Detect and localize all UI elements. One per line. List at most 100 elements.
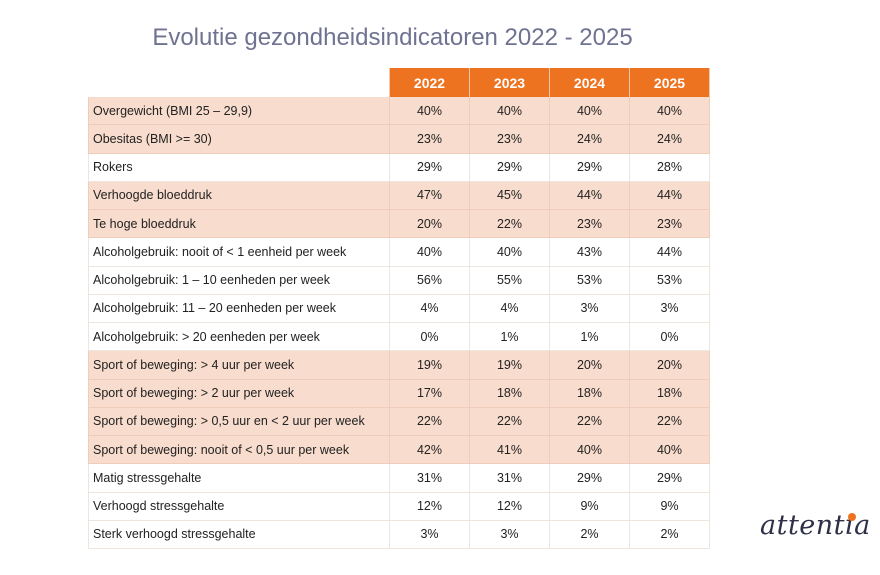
- value-cell-2023: 18%: [469, 379, 550, 408]
- table-row: Te hoge bloeddruk 20% 22% 23% 23%: [88, 209, 710, 239]
- table-row: Alcoholgebruik: 11 – 20 eenheden per wee…: [88, 294, 710, 324]
- table-row: Alcoholgebruik: nooit of < 1 eenheid per…: [88, 237, 710, 267]
- value-cell-2024: 22%: [549, 407, 630, 437]
- row-label: Alcoholgebruik: 1 – 10 eenheden per week: [88, 266, 390, 295]
- row-label: Alcoholgebruik: > 20 eenheden per week: [88, 322, 390, 352]
- value-cell-2025: 23%: [629, 209, 710, 239]
- column-header-2024: 2024: [549, 68, 630, 97]
- value-cell-2023: 4%: [469, 294, 550, 324]
- value-cell-2022: 40%: [389, 237, 470, 267]
- value-cell-2022: 40%: [389, 97, 470, 126]
- value-cell-2024: 2%: [549, 520, 630, 550]
- row-label: Verhoogde bloeddruk: [88, 181, 390, 211]
- row-label: Sterk verhoogd stressgehalte: [88, 520, 390, 550]
- table-row: Sport of beweging: > 0,5 uur en < 2 uur …: [88, 407, 710, 437]
- value-cell-2024: 29%: [549, 463, 630, 493]
- value-cell-2022: 20%: [389, 209, 470, 239]
- row-label: Te hoge bloeddruk: [88, 209, 390, 239]
- value-cell-2024: 40%: [549, 97, 630, 126]
- value-cell-2024: 3%: [549, 294, 630, 324]
- value-cell-2025: 22%: [629, 407, 710, 437]
- value-cell-2024: 40%: [549, 435, 630, 465]
- value-cell-2025: 24%: [629, 124, 710, 154]
- row-label: Obesitas (BMI >= 30): [88, 124, 390, 154]
- value-cell-2022: 22%: [389, 407, 470, 437]
- value-cell-2022: 19%: [389, 350, 470, 380]
- table-row: Sport of beweging: > 2 uur per week 17% 18…: [88, 379, 710, 408]
- column-header-2022: 2022: [389, 68, 470, 97]
- value-cell-2025: 44%: [629, 181, 710, 211]
- table-row: Alcoholgebruik: > 20 eenheden per week 0%…: [88, 322, 710, 352]
- logo-dot-icon: [848, 513, 856, 521]
- value-cell-2025: 44%: [629, 237, 710, 267]
- value-cell-2024: 24%: [549, 124, 630, 154]
- value-cell-2023: 22%: [469, 209, 550, 239]
- value-cell-2022: 31%: [389, 463, 470, 493]
- value-cell-2023: 55%: [469, 266, 550, 295]
- column-header-2025: 2025: [629, 68, 710, 97]
- value-cell-2023: 22%: [469, 407, 550, 437]
- row-label: Sport of beweging: > 0,5 uur en < 2 uur …: [88, 407, 390, 437]
- value-cell-2024: 44%: [549, 181, 630, 211]
- value-cell-2024: 1%: [549, 322, 630, 352]
- row-label: Verhoogd stressgehalte: [88, 492, 390, 521]
- value-cell-2025: 53%: [629, 266, 710, 295]
- value-cell-2025: 40%: [629, 435, 710, 465]
- value-cell-2024: 9%: [549, 492, 630, 521]
- table-row: Rokers 29% 29% 29% 28%: [88, 153, 710, 182]
- row-label: Overgewicht (BMI 25 – 29,9): [88, 97, 390, 126]
- value-cell-2022: 17%: [389, 379, 470, 408]
- value-cell-2025: 0%: [629, 322, 710, 352]
- value-cell-2023: 40%: [469, 97, 550, 126]
- table-row: Sport of beweging: nooit of < 0,5 uur pe…: [88, 435, 710, 465]
- value-cell-2025: 28%: [629, 153, 710, 182]
- value-cell-2023: 3%: [469, 520, 550, 550]
- row-label: Rokers: [88, 153, 390, 182]
- value-cell-2025: 9%: [629, 492, 710, 521]
- row-label: Matig stressgehalte: [88, 463, 390, 493]
- value-cell-2022: 0%: [389, 322, 470, 352]
- value-cell-2024: 23%: [549, 209, 630, 239]
- table-row: Sterk verhoogd stressgehalte 3% 3% 2% 2%: [88, 520, 710, 550]
- table-row: Verhoogd stressgehalte 12% 12% 9% 9%: [88, 492, 710, 521]
- page-title: Evolutie gezondheidsindicatoren 2022 - 2…: [152, 24, 633, 51]
- table-row: Verhoogde bloeddruk 47% 45% 44% 44%: [88, 181, 710, 211]
- value-cell-2025: 18%: [629, 379, 710, 408]
- value-cell-2023: 12%: [469, 492, 550, 521]
- value-cell-2025: 2%: [629, 520, 710, 550]
- row-label: Sport of beweging: > 2 uur per week: [88, 379, 390, 408]
- value-cell-2022: 29%: [389, 153, 470, 182]
- value-cell-2025: 29%: [629, 463, 710, 493]
- value-cell-2024: 43%: [549, 237, 630, 267]
- value-cell-2024: 18%: [549, 379, 630, 408]
- value-cell-2024: 53%: [549, 266, 630, 295]
- header-blank-cell: [88, 68, 390, 97]
- table-row: Alcoholgebruik: 1 – 10 eenheden per week…: [88, 266, 710, 295]
- value-cell-2023: 1%: [469, 322, 550, 352]
- value-cell-2023: 40%: [469, 237, 550, 267]
- value-cell-2022: 3%: [389, 520, 470, 550]
- value-cell-2025: 20%: [629, 350, 710, 380]
- value-cell-2022: 12%: [389, 492, 470, 521]
- value-cell-2025: 3%: [629, 294, 710, 324]
- value-cell-2024: 29%: [549, 153, 630, 182]
- table-header-row: 2022 2023 2024 2025: [88, 68, 710, 97]
- value-cell-2024: 20%: [549, 350, 630, 380]
- value-cell-2023: 19%: [469, 350, 550, 380]
- value-cell-2022: 42%: [389, 435, 470, 465]
- value-cell-2022: 4%: [389, 294, 470, 324]
- value-cell-2023: 31%: [469, 463, 550, 493]
- value-cell-2023: 29%: [469, 153, 550, 182]
- value-cell-2022: 47%: [389, 181, 470, 211]
- value-cell-2022: 56%: [389, 266, 470, 295]
- row-label: Alcoholgebruik: nooit of < 1 eenheid per…: [88, 237, 390, 267]
- value-cell-2022: 23%: [389, 124, 470, 154]
- table-row: Sport of beweging: > 4 uur per week 19% 19…: [88, 350, 710, 380]
- table-row: Obesitas (BMI >= 30) 23% 23% 24% 24%: [88, 124, 710, 154]
- value-cell-2023: 45%: [469, 181, 550, 211]
- value-cell-2023: 41%: [469, 435, 550, 465]
- value-cell-2023: 23%: [469, 124, 550, 154]
- indicators-table: 2022 2023 2024 2025 Overgewicht (BMI 25 – 2…: [88, 68, 710, 550]
- table-row: Matig stressgehalte 31% 31% 29% 29%: [88, 463, 710, 493]
- table-row: Overgewicht (BMI 25 – 29,9) 40% 40% 40% 40%: [88, 97, 710, 126]
